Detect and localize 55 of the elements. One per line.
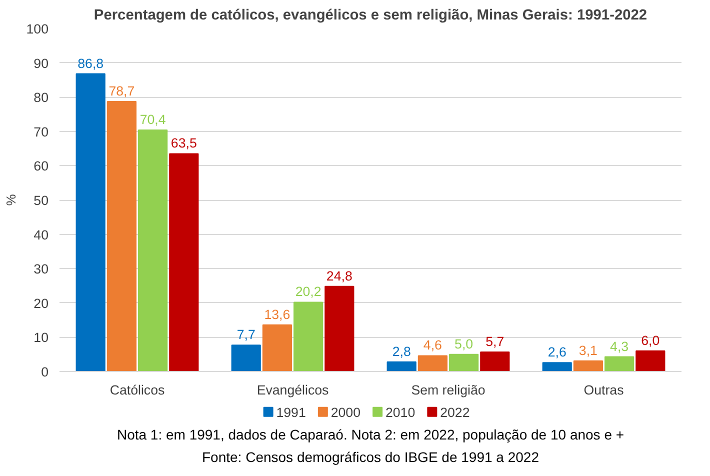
y-tick-label: 20: [34, 296, 49, 311]
data-label: 6,0: [641, 332, 660, 348]
bar: [138, 130, 168, 372]
legend-label: 1991: [276, 404, 306, 420]
y-tick-label: 60: [34, 158, 49, 174]
data-label: 24,8: [326, 268, 352, 284]
bar: [76, 73, 106, 372]
y-axis-title: %: [3, 194, 18, 206]
bar: [106, 101, 137, 372]
text: Nota 1: em 1991, dados de Caparaó. Nota 2: em 2022, população de 10 anos e +: [116, 426, 624, 442]
data-label: 86,8: [78, 56, 104, 71]
data-label: 4,3: [610, 338, 629, 354]
x-tick-label: Sem religião: [411, 382, 486, 398]
x-tick-label: Evangélicos: [256, 382, 330, 398]
y-tick-label: 80: [34, 90, 49, 106]
legend-label: 2022: [440, 404, 470, 420]
bar: [636, 350, 666, 372]
y-tick-label: 30: [34, 262, 49, 277]
bar: [448, 354, 479, 372]
bar: [386, 361, 416, 372]
data-label: 4,6: [423, 338, 442, 353]
legend-label: 2000: [330, 404, 361, 420]
data-label: 2,6: [548, 344, 566, 360]
data-label: 70,4: [140, 112, 166, 128]
data-label: 5,7: [486, 334, 504, 349]
data-label: 2,8: [392, 344, 411, 359]
y-tick-label: 40: [34, 227, 49, 242]
bar: [573, 360, 604, 372]
bar: [480, 351, 510, 372]
data-label: 78,7: [108, 84, 135, 99]
bar: [262, 324, 292, 372]
legend-label: 2010: [385, 404, 416, 420]
y-tick-label: 50: [34, 193, 49, 208]
bar: [231, 344, 261, 372]
data-label: 5,0: [454, 336, 474, 352]
bar: [418, 355, 448, 372]
bar: [604, 356, 634, 372]
data-label: 63,5: [170, 136, 197, 151]
x-tick-label: Outras: [584, 382, 624, 398]
chart-title: Percentagem de católicos, evangélicos e sem religião, Minas Gerais: 1991-2022: [94, 8, 648, 24]
bar: [542, 362, 572, 372]
bar: [293, 302, 324, 372]
data-label: 3,1: [578, 342, 598, 358]
data-label: 20,2: [295, 284, 322, 300]
data-label: 7,7: [236, 327, 256, 342]
y-tick-label: 70: [34, 124, 49, 140]
data-label: 13,6: [264, 306, 290, 322]
y-tick-label: 100: [26, 22, 49, 36]
bar: [324, 286, 354, 372]
x-tick-label: Católicos: [110, 382, 165, 398]
source-note: Fonte: Censos demográficos do IBGE de 1991 a 2022: [202, 449, 540, 466]
y-tick-label: 90: [34, 56, 49, 71]
y-tick-label: 0: [41, 364, 49, 380]
y-tick-label: 10: [34, 330, 49, 346]
bar: [169, 153, 199, 372]
